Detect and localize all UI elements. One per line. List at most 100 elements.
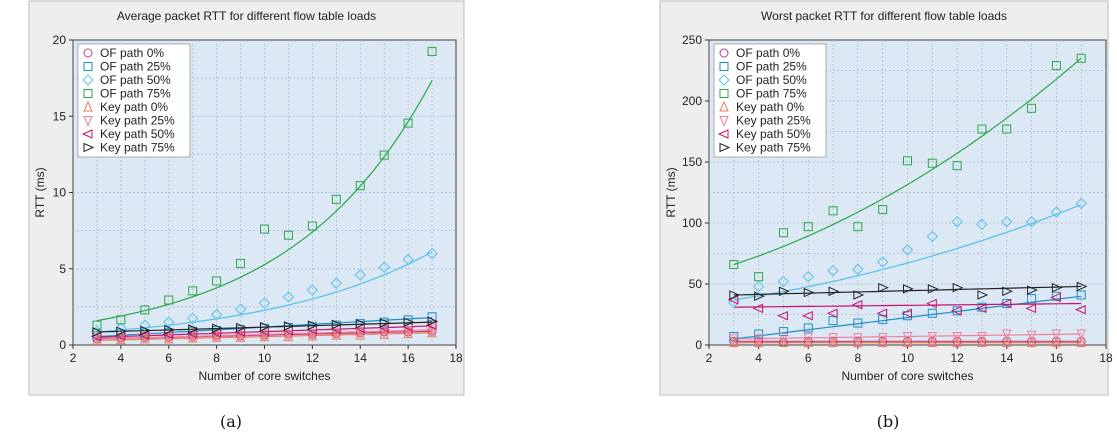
legend-label-key-path-50: Key path 50% xyxy=(100,127,175,141)
legend-label-key-path-75: Key path 75% xyxy=(736,141,811,155)
legend-marker-of-path-75 xyxy=(719,89,729,98)
grid-lines xyxy=(709,40,1106,345)
caption-b: (b) xyxy=(876,412,900,431)
point-key-path-25 xyxy=(753,334,764,346)
point-of-path-50 xyxy=(234,303,247,315)
point-of-path-50 xyxy=(402,253,414,266)
point-of-path-50 xyxy=(976,218,988,230)
x-axis-label: Number of core switches xyxy=(198,369,330,383)
point-of-path-75 xyxy=(140,305,150,315)
point-key-path-25 xyxy=(902,331,913,343)
legend-label-key-path-25: Key path 25% xyxy=(736,114,811,128)
fit-lines xyxy=(96,80,433,341)
point-of-path-75 xyxy=(903,156,912,166)
point-key-path-75 xyxy=(379,318,391,328)
point-of-path-50 xyxy=(354,269,366,281)
legend-marker-of-path-50 xyxy=(82,74,94,86)
point-key-path-25 xyxy=(803,333,814,344)
chart-b-svg: Worst packet RTT for different flow tabl… xyxy=(659,0,1113,396)
point-of-path-50 xyxy=(1001,216,1013,228)
legend-marker-key-path-75 xyxy=(719,142,731,153)
chart-title: Average packet RTT for different flow ta… xyxy=(117,9,376,23)
point-key-path-75 xyxy=(260,321,271,332)
point-of-path-50 xyxy=(306,284,319,296)
point-key-path-50 xyxy=(975,303,987,314)
fit-line-of-path-50 xyxy=(733,204,1082,301)
legend-box xyxy=(713,43,827,158)
point-key-path-75 xyxy=(853,290,865,300)
point-key-path-75 xyxy=(778,286,790,297)
point-key-path-25 xyxy=(283,329,294,341)
point-of-path-50 xyxy=(752,280,765,293)
point-of-path-25 xyxy=(427,312,437,322)
point-key-path-75 xyxy=(331,319,343,330)
y-axis-label: RTT (ms) xyxy=(664,167,678,217)
point-of-path-75 xyxy=(164,295,174,305)
point-of-path-50 xyxy=(926,230,939,243)
point-key-path-25 xyxy=(729,334,739,346)
chart-a: Average packet RTT for different flow ta… xyxy=(0,0,470,410)
point-key-path-75 xyxy=(307,320,319,330)
fit-line-of-path-25 xyxy=(733,295,1082,340)
point-key-path-50 xyxy=(802,310,813,321)
point-key-path-0 xyxy=(952,336,962,348)
legend-label-of-path-50: OF path 50% xyxy=(736,73,807,87)
legend-label-of-path-25: OF path 25% xyxy=(100,60,171,74)
point-key-path-75 xyxy=(828,286,840,297)
point-key-path-25 xyxy=(1026,330,1037,342)
x-tick-label: 6 xyxy=(805,351,812,365)
point-key-path-50 xyxy=(1025,303,1037,314)
legend-marker-of-path-0 xyxy=(83,48,93,58)
legend-label-of-path-25: OF path 25% xyxy=(736,60,807,74)
point-key-path-50 xyxy=(1074,304,1086,315)
point-of-path-25 xyxy=(729,331,739,341)
legend-marker-key-path-25 xyxy=(719,116,729,127)
point-of-path-75 xyxy=(828,206,838,216)
point-of-path-75 xyxy=(236,258,246,268)
point-key-path-75 xyxy=(878,282,889,293)
legend-label-key-path-0: Key path 0% xyxy=(100,100,168,114)
fit-line-of-path-50 xyxy=(96,251,433,333)
point-of-path-75 xyxy=(778,228,788,238)
x-axis-label: Number of core switches xyxy=(841,369,973,383)
x-tick-label: 6 xyxy=(165,351,172,365)
point-of-path-75 xyxy=(212,276,222,286)
fit-line-key-path-50 xyxy=(733,302,1082,308)
series-key-path-75 xyxy=(92,316,439,337)
point-key-path-50 xyxy=(425,320,437,330)
series-of-path-75 xyxy=(729,53,1086,282)
point-key-path-0 xyxy=(355,328,366,340)
point-of-path-25 xyxy=(1027,294,1037,304)
chart-title: Worst packet RTT for different flow tabl… xyxy=(761,9,1007,23)
fit-line-key-path-75 xyxy=(96,321,433,333)
x-tick-label: 12 xyxy=(950,351,964,365)
point-of-path-75 xyxy=(307,221,317,231)
point-of-path-25 xyxy=(927,308,937,318)
point-key-path-75 xyxy=(283,321,295,331)
grid-lines xyxy=(73,40,456,345)
point-key-path-75 xyxy=(403,317,415,327)
x-tick-label: 4 xyxy=(755,351,762,365)
point-key-path-50 xyxy=(1050,292,1061,303)
point-of-path-50 xyxy=(876,256,889,268)
point-of-path-75 xyxy=(331,194,341,204)
point-of-path-75 xyxy=(92,320,102,330)
point-key-path-0 xyxy=(729,336,739,348)
point-of-path-50 xyxy=(827,264,839,277)
point-key-path-50 xyxy=(950,306,962,316)
y-tick-label: 10 xyxy=(53,186,67,200)
chart-b: Worst packet RTT for different flow tabl… xyxy=(650,0,1117,410)
legend-label-key-path-0: Key path 0% xyxy=(736,100,804,114)
point-of-path-50 xyxy=(282,291,295,303)
point-of-path-75 xyxy=(878,205,888,215)
point-of-path-50 xyxy=(186,312,199,325)
point-key-path-0 xyxy=(877,336,888,348)
point-of-path-75 xyxy=(977,124,987,134)
legend-marker-of-path-25 xyxy=(719,62,729,71)
point-of-path-50 xyxy=(951,216,963,228)
point-key-path-50 xyxy=(752,303,764,314)
point-key-path-25 xyxy=(331,328,342,340)
legend-marker-key-path-50 xyxy=(717,129,729,139)
point-key-path-75 xyxy=(1027,285,1038,295)
x-tick-label: 18 xyxy=(449,351,463,365)
